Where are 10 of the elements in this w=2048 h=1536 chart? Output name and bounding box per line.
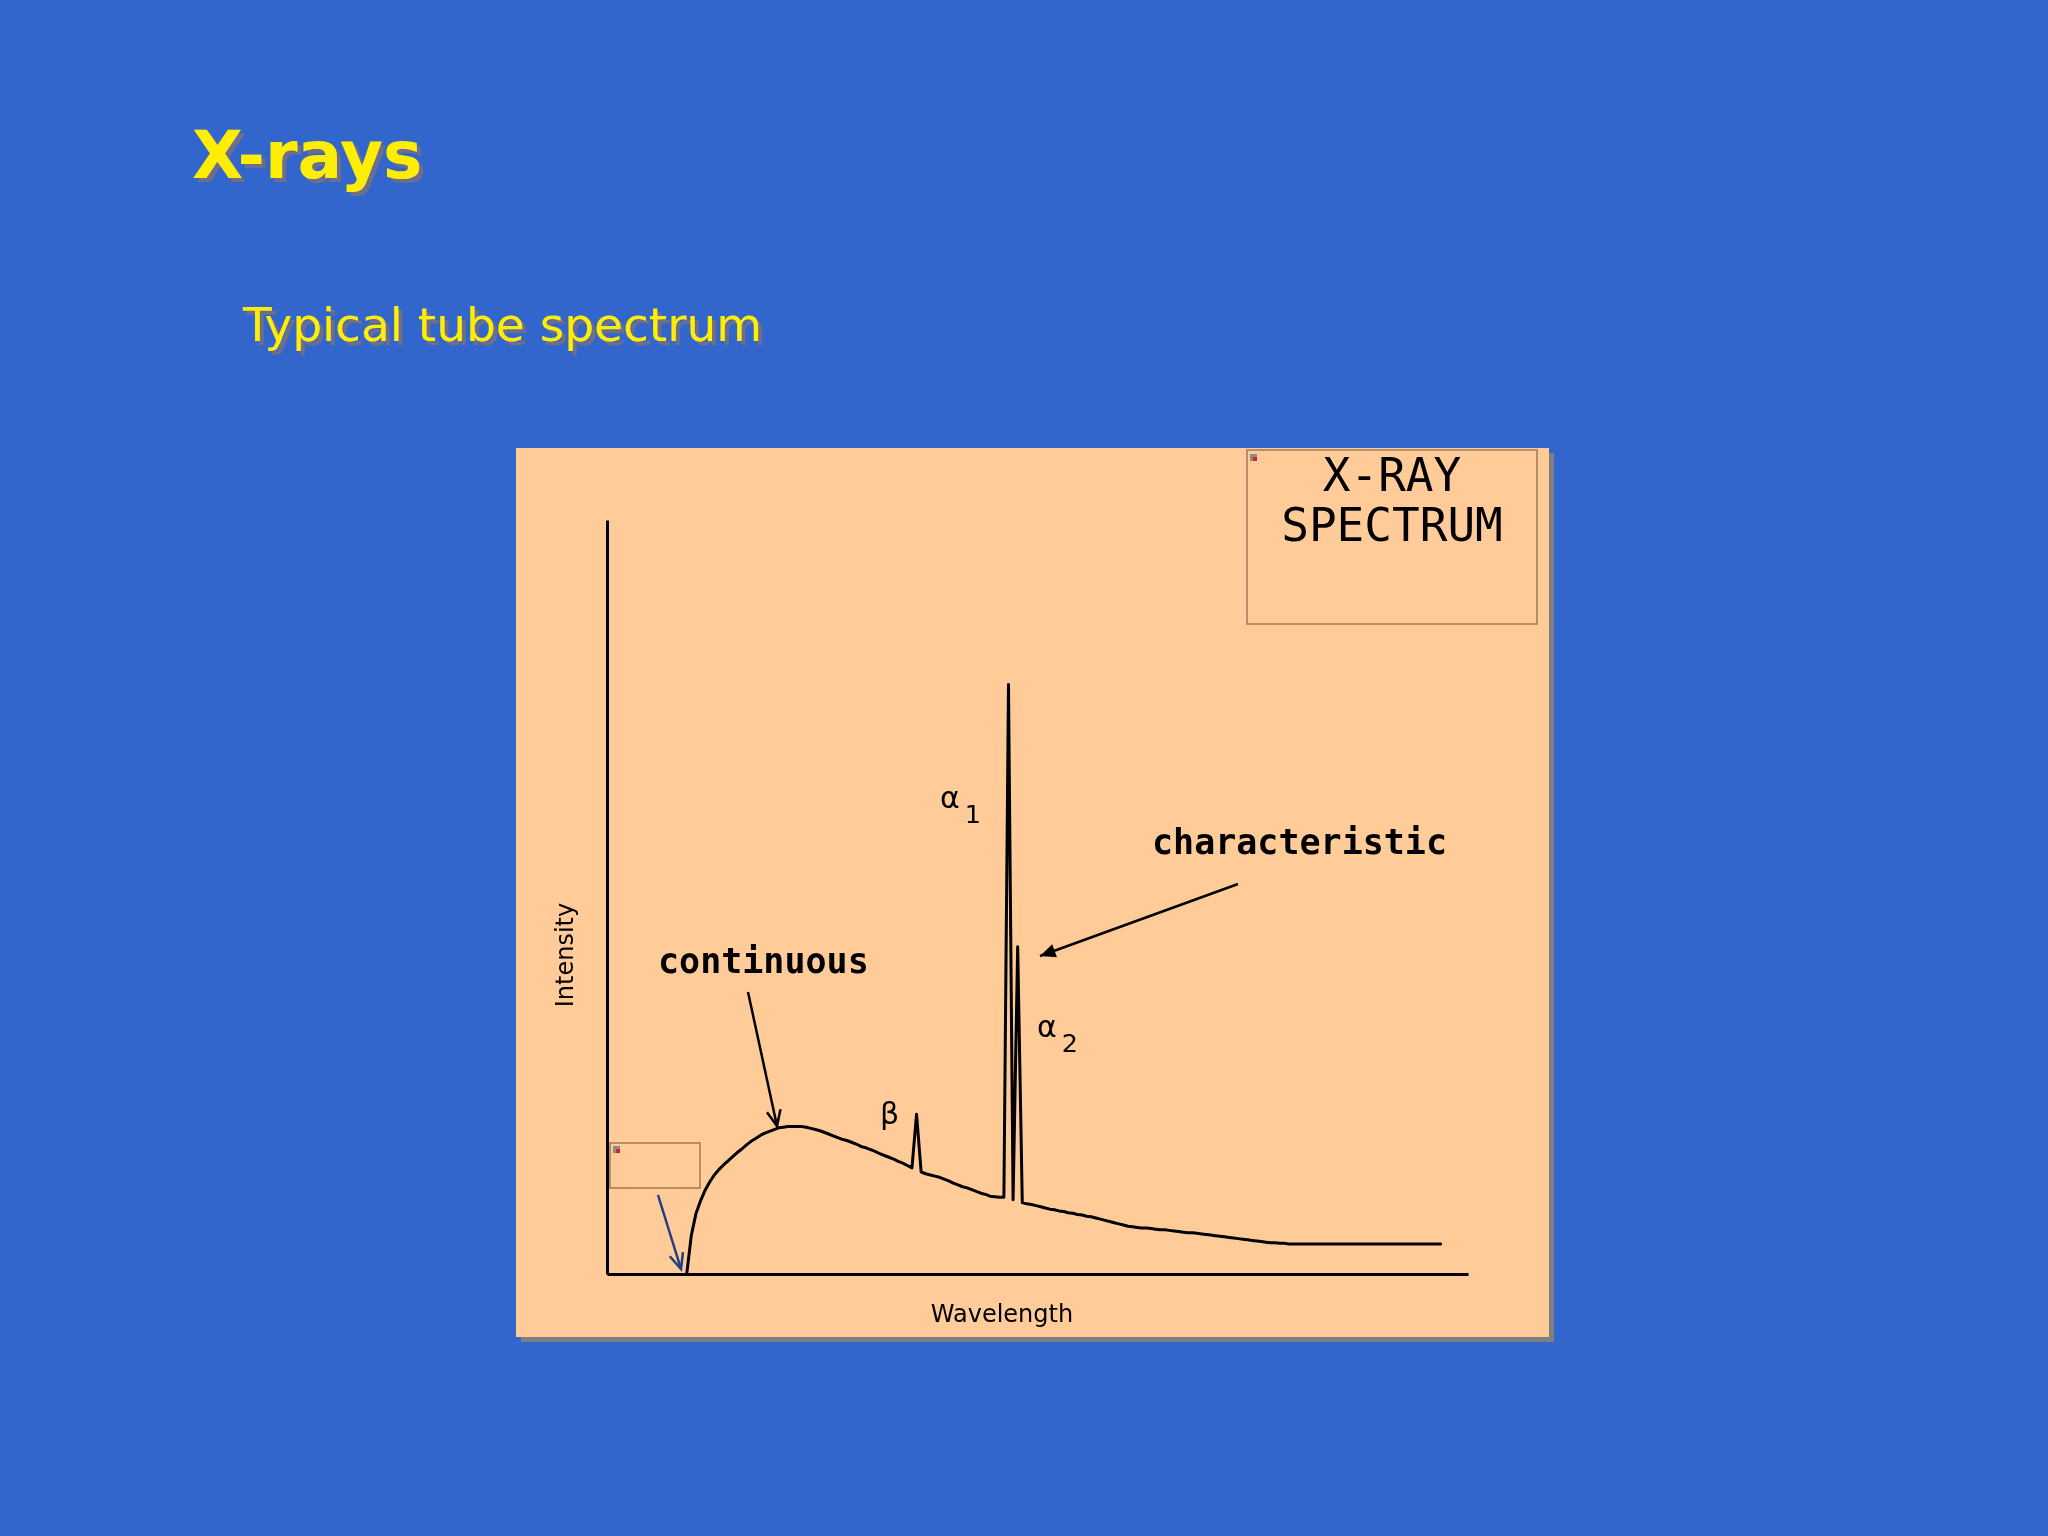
annotation: β bbox=[880, 1096, 900, 1131]
text: X-RAY SPECTRUM bbox=[1281, 448, 1503, 552]
annotation: continuous bbox=[658, 941, 869, 981]
y-axis-title: Intensity bbox=[551, 902, 579, 1008]
chart-subtitle: Typical tube spectrum bbox=[242, 297, 763, 352]
annotation: α$_{2}$ bbox=[1037, 1009, 1079, 1059]
x-axis-title: Wavelength bbox=[930, 1300, 1074, 1328]
annotation: characteristic bbox=[1152, 822, 1448, 862]
annotation: α$_{1}$ bbox=[940, 780, 982, 830]
chart-title: X-rays bbox=[192, 117, 423, 194]
